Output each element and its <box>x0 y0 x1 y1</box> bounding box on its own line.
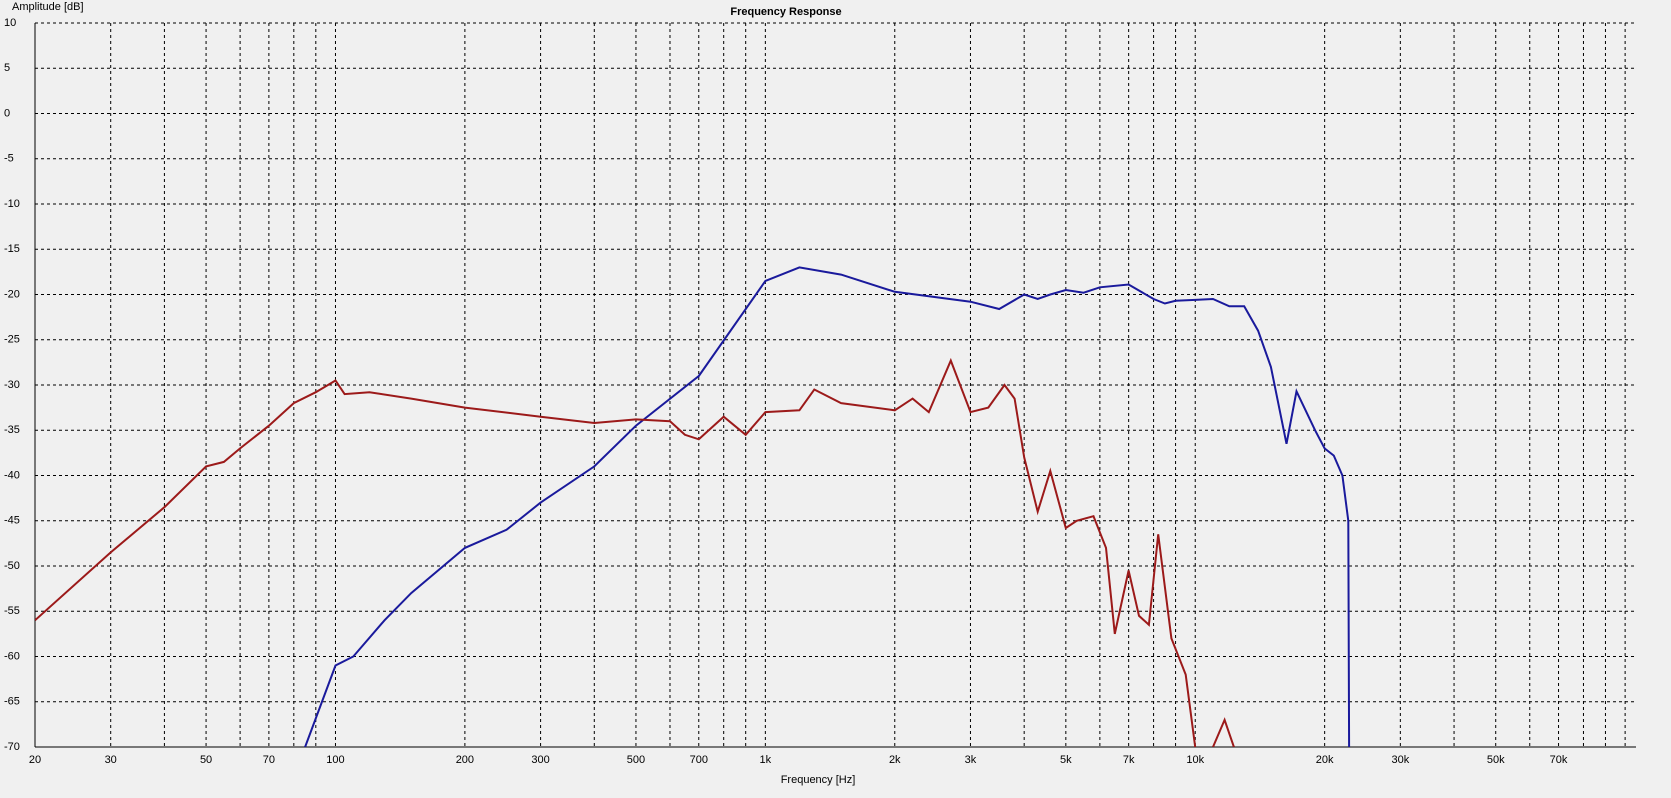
x-tick-label: 2k <box>889 754 901 766</box>
y-tick-label: -20 <box>4 288 20 300</box>
x-tick-label: 30k <box>1391 754 1409 766</box>
x-tick-label: 500 <box>627 754 645 766</box>
x-tick-label: 100 <box>326 754 344 766</box>
x-tick-label: 1k <box>760 754 772 766</box>
y-tick-label: -10 <box>4 198 20 210</box>
x-tick-label: 10k <box>1186 754 1204 766</box>
y-tick-label: -5 <box>4 153 14 165</box>
x-tick-label: 70k <box>1550 754 1568 766</box>
x-tick-label: 700 <box>690 754 708 766</box>
y-tick-label: -65 <box>4 696 20 708</box>
x-tick-label: 300 <box>531 754 549 766</box>
y-tick-label: -30 <box>4 379 20 391</box>
y-tick-label: -60 <box>4 650 20 662</box>
x-tick-label: 5k <box>1060 754 1072 766</box>
y-axis-label: Amplitude [dB] <box>12 1 84 13</box>
y-tick-label: 5 <box>4 62 10 74</box>
x-tick-label: 200 <box>456 754 474 766</box>
x-tick-label: 20k <box>1316 754 1334 766</box>
x-tick-label: 30 <box>105 754 117 766</box>
y-tick-label: -25 <box>4 334 20 346</box>
y-tick-label: -35 <box>4 424 20 436</box>
y-tick-label: 0 <box>4 107 10 119</box>
y-tick-label: -55 <box>4 605 20 617</box>
y-tick-label: -40 <box>4 469 20 481</box>
x-tick-label: 50 <box>200 754 212 766</box>
chart-title: Frequency Response <box>730 6 841 18</box>
x-tick-label: 70 <box>263 754 275 766</box>
y-tick-label: -45 <box>4 515 20 527</box>
y-tick-label: -50 <box>4 560 20 572</box>
x-tick-label: 20 <box>29 754 41 766</box>
x-tick-label: 3k <box>965 754 977 766</box>
y-tick-label: 10 <box>4 17 16 29</box>
y-tick-label: -15 <box>4 243 20 255</box>
x-tick-label: 50k <box>1487 754 1505 766</box>
y-tick-label: -70 <box>4 741 20 753</box>
series-line <box>35 357 1235 747</box>
x-axis-label: Frequency [Hz] <box>781 774 856 786</box>
series-line <box>304 266 1351 747</box>
x-tick-label: 7k <box>1123 754 1135 766</box>
